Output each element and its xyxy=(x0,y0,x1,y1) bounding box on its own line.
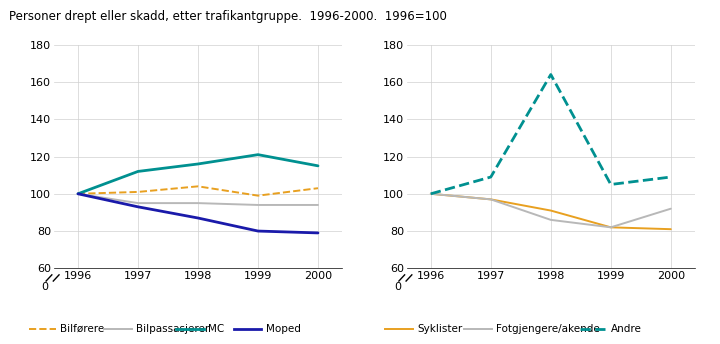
Text: Personer drept eller skadd, etter trafikantgruppe.  1996-2000.  1996=100: Personer drept eller skadd, etter trafik… xyxy=(9,10,446,23)
Text: Moped: Moped xyxy=(266,323,300,334)
Text: Andre: Andre xyxy=(611,323,642,334)
Text: Bilførere: Bilførere xyxy=(60,323,104,334)
Text: MC: MC xyxy=(208,323,225,334)
Text: Syklister: Syklister xyxy=(417,323,462,334)
Text: 0: 0 xyxy=(41,282,48,292)
Text: Bilpassasjerer: Bilpassasjerer xyxy=(136,323,210,334)
Text: Fotgjengere/akende: Fotgjengere/akende xyxy=(496,323,600,334)
Text: 0: 0 xyxy=(394,282,401,292)
